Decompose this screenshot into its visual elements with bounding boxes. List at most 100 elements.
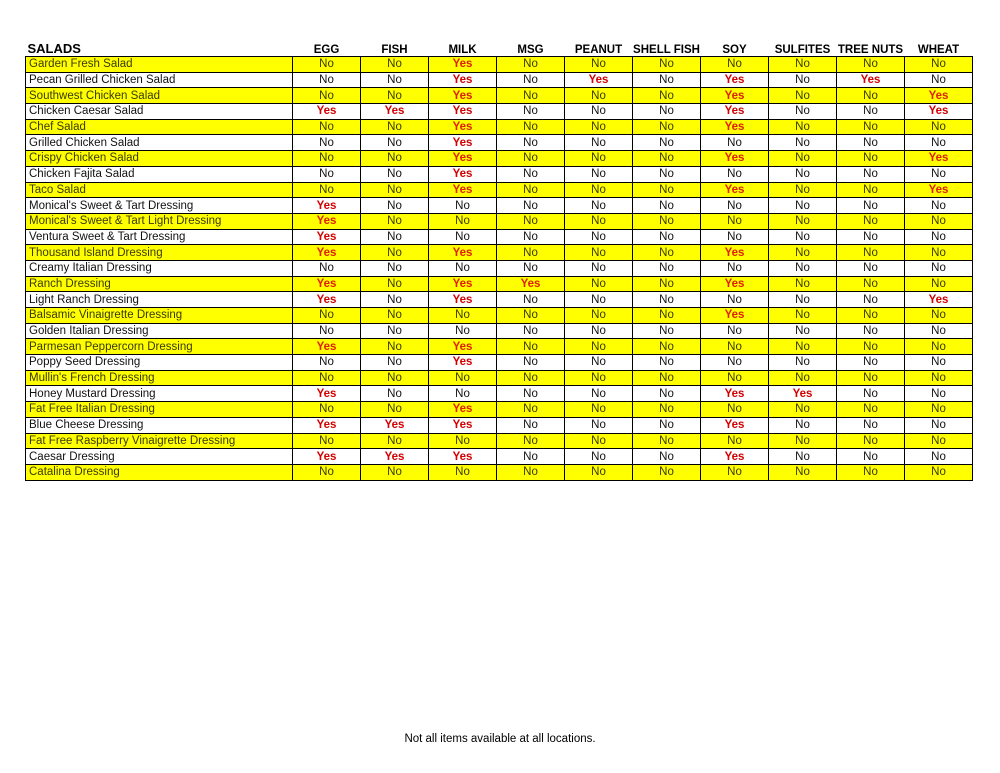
allergen-cell: No	[768, 228, 837, 246]
allergen-cell: No	[564, 150, 633, 167]
allergen-cell: No	[632, 275, 701, 293]
allergen-cell: No	[632, 259, 701, 277]
allergen-cell: No	[768, 432, 837, 450]
column-header-fish: FISH	[381, 44, 408, 56]
allergen-cell: No	[632, 401, 701, 418]
allergen-cell: Yes	[904, 103, 973, 120]
allergen-cell: No	[836, 432, 905, 450]
allergen-cell: No	[428, 259, 497, 277]
allergen-cell: No	[904, 134, 973, 152]
table-row: Chicken Fajita Salad No No Yes No No No No No No N…	[25, 165, 973, 183]
allergen-cell: No	[836, 401, 905, 418]
allergen-cell: No	[496, 354, 565, 371]
allergen-cell: No	[292, 322, 361, 340]
allergen-cell: Yes	[428, 401, 497, 418]
allergen-cell: No	[564, 181, 633, 199]
allergen-cell: No	[836, 307, 905, 324]
allergen-cell: No	[564, 322, 633, 340]
allergen-cell: No	[428, 463, 497, 481]
allergen-cell: No	[428, 432, 497, 450]
allergen-cell: No	[904, 369, 973, 387]
table-row: Poppy Seed Dressing No No Yes No No No No No No No	[25, 354, 973, 371]
allergen-cell: Yes	[700, 307, 769, 324]
item-name: Ventura Sweet & Tart Dressing	[25, 228, 293, 246]
allergen-cell: No	[632, 291, 701, 308]
allergen-cell: No	[360, 275, 429, 293]
allergen-cell: Yes	[428, 275, 497, 293]
allergen-cell: Yes	[428, 56, 497, 73]
allergen-cell: Yes	[904, 291, 973, 308]
allergen-cell: No	[904, 307, 973, 324]
allergen-cell: No	[564, 432, 633, 450]
table-row: Mullin's French Dressing No No No No No No No No…	[25, 369, 973, 387]
allergen-cell: No	[564, 354, 633, 371]
allergen-cell: No	[564, 212, 633, 230]
allergen-cell: No	[836, 56, 905, 73]
table-row: Ventura Sweet & Tart Dressing Yes No No No No…	[25, 228, 973, 246]
allergen-cell: Yes	[428, 181, 497, 199]
allergen-cell: No	[836, 118, 905, 136]
allergen-cell: Yes	[700, 385, 769, 403]
allergen-cell: No	[904, 322, 973, 340]
allergen-cell: Yes	[836, 71, 905, 89]
allergen-cell: No	[904, 354, 973, 371]
allergen-cell: No	[768, 275, 837, 293]
allergen-cell: No	[768, 56, 837, 73]
allergen-cell: Yes	[428, 338, 497, 356]
allergen-cell: No	[360, 118, 429, 136]
allergen-cell: No	[360, 259, 429, 277]
allergen-cell: No	[836, 463, 905, 481]
allergen-cell: No	[496, 118, 565, 136]
allergen-cell: No	[496, 150, 565, 167]
allergen-cell: No	[700, 197, 769, 214]
column-header-wheat: WHEAT	[917, 44, 960, 56]
allergen-cell: No	[632, 181, 701, 199]
allergen-cell: No	[836, 338, 905, 356]
allergen-cell: Yes	[904, 181, 973, 199]
item-name: Taco Salad	[25, 181, 293, 199]
allergen-cell: Yes	[428, 165, 497, 183]
item-name: Grilled Chicken Salad	[25, 134, 293, 152]
allergen-cell: Yes	[428, 416, 497, 434]
table-row: Honey Mustard Dressing Yes No No No No No Yes Ye…	[25, 385, 973, 403]
allergen-cell: No	[496, 228, 565, 246]
allergen-cell: No	[904, 56, 973, 73]
allergen-cell: Yes	[292, 212, 361, 230]
allergen-cell: Yes	[564, 71, 633, 89]
allergen-cell: No	[564, 244, 633, 261]
allergen-cell: No	[836, 134, 905, 152]
table-row: Golden Italian Dressing No No No No No No No No N…	[25, 322, 973, 340]
allergen-cell: No	[700, 134, 769, 152]
allergen-cell: Yes	[700, 87, 769, 105]
allergen-cell: No	[360, 134, 429, 152]
allergen-cell: No	[836, 354, 905, 371]
allergen-cell: No	[768, 71, 837, 89]
allergen-cell: No	[428, 228, 497, 246]
allergen-cell: No	[632, 150, 701, 167]
allergen-cell: No	[700, 228, 769, 246]
allergen-cell: No	[292, 432, 361, 450]
allergen-cell: No	[632, 448, 701, 465]
table-row: Chef Salad No No Yes No No No Yes No No No	[25, 118, 973, 136]
allergen-cell: No	[292, 307, 361, 324]
allergen-cell: No	[768, 150, 837, 167]
allergen-cell: No	[836, 228, 905, 246]
allergen-cell: No	[904, 71, 973, 89]
table-row: Southwest Chicken Salad No No Yes No No No Yes N…	[25, 87, 973, 105]
allergen-cell: No	[700, 56, 769, 73]
allergen-cell: No	[768, 338, 837, 356]
allergen-cell: No	[292, 369, 361, 387]
allergen-cell: No	[360, 291, 429, 308]
allergen-cell: No	[632, 244, 701, 261]
allergen-cell: No	[496, 56, 565, 73]
allergen-cell: No	[564, 228, 633, 246]
allergen-cell: No	[496, 71, 565, 89]
allergen-cell: No	[360, 228, 429, 246]
item-name: Crispy Chicken Salad	[25, 150, 293, 167]
allergen-cell: No	[292, 354, 361, 371]
allergen-cell: No	[836, 322, 905, 340]
allergen-cell: Yes	[428, 291, 497, 308]
allergen-cell: No	[428, 212, 497, 230]
allergen-cell: No	[904, 197, 973, 214]
allergen-cell: No	[564, 307, 633, 324]
